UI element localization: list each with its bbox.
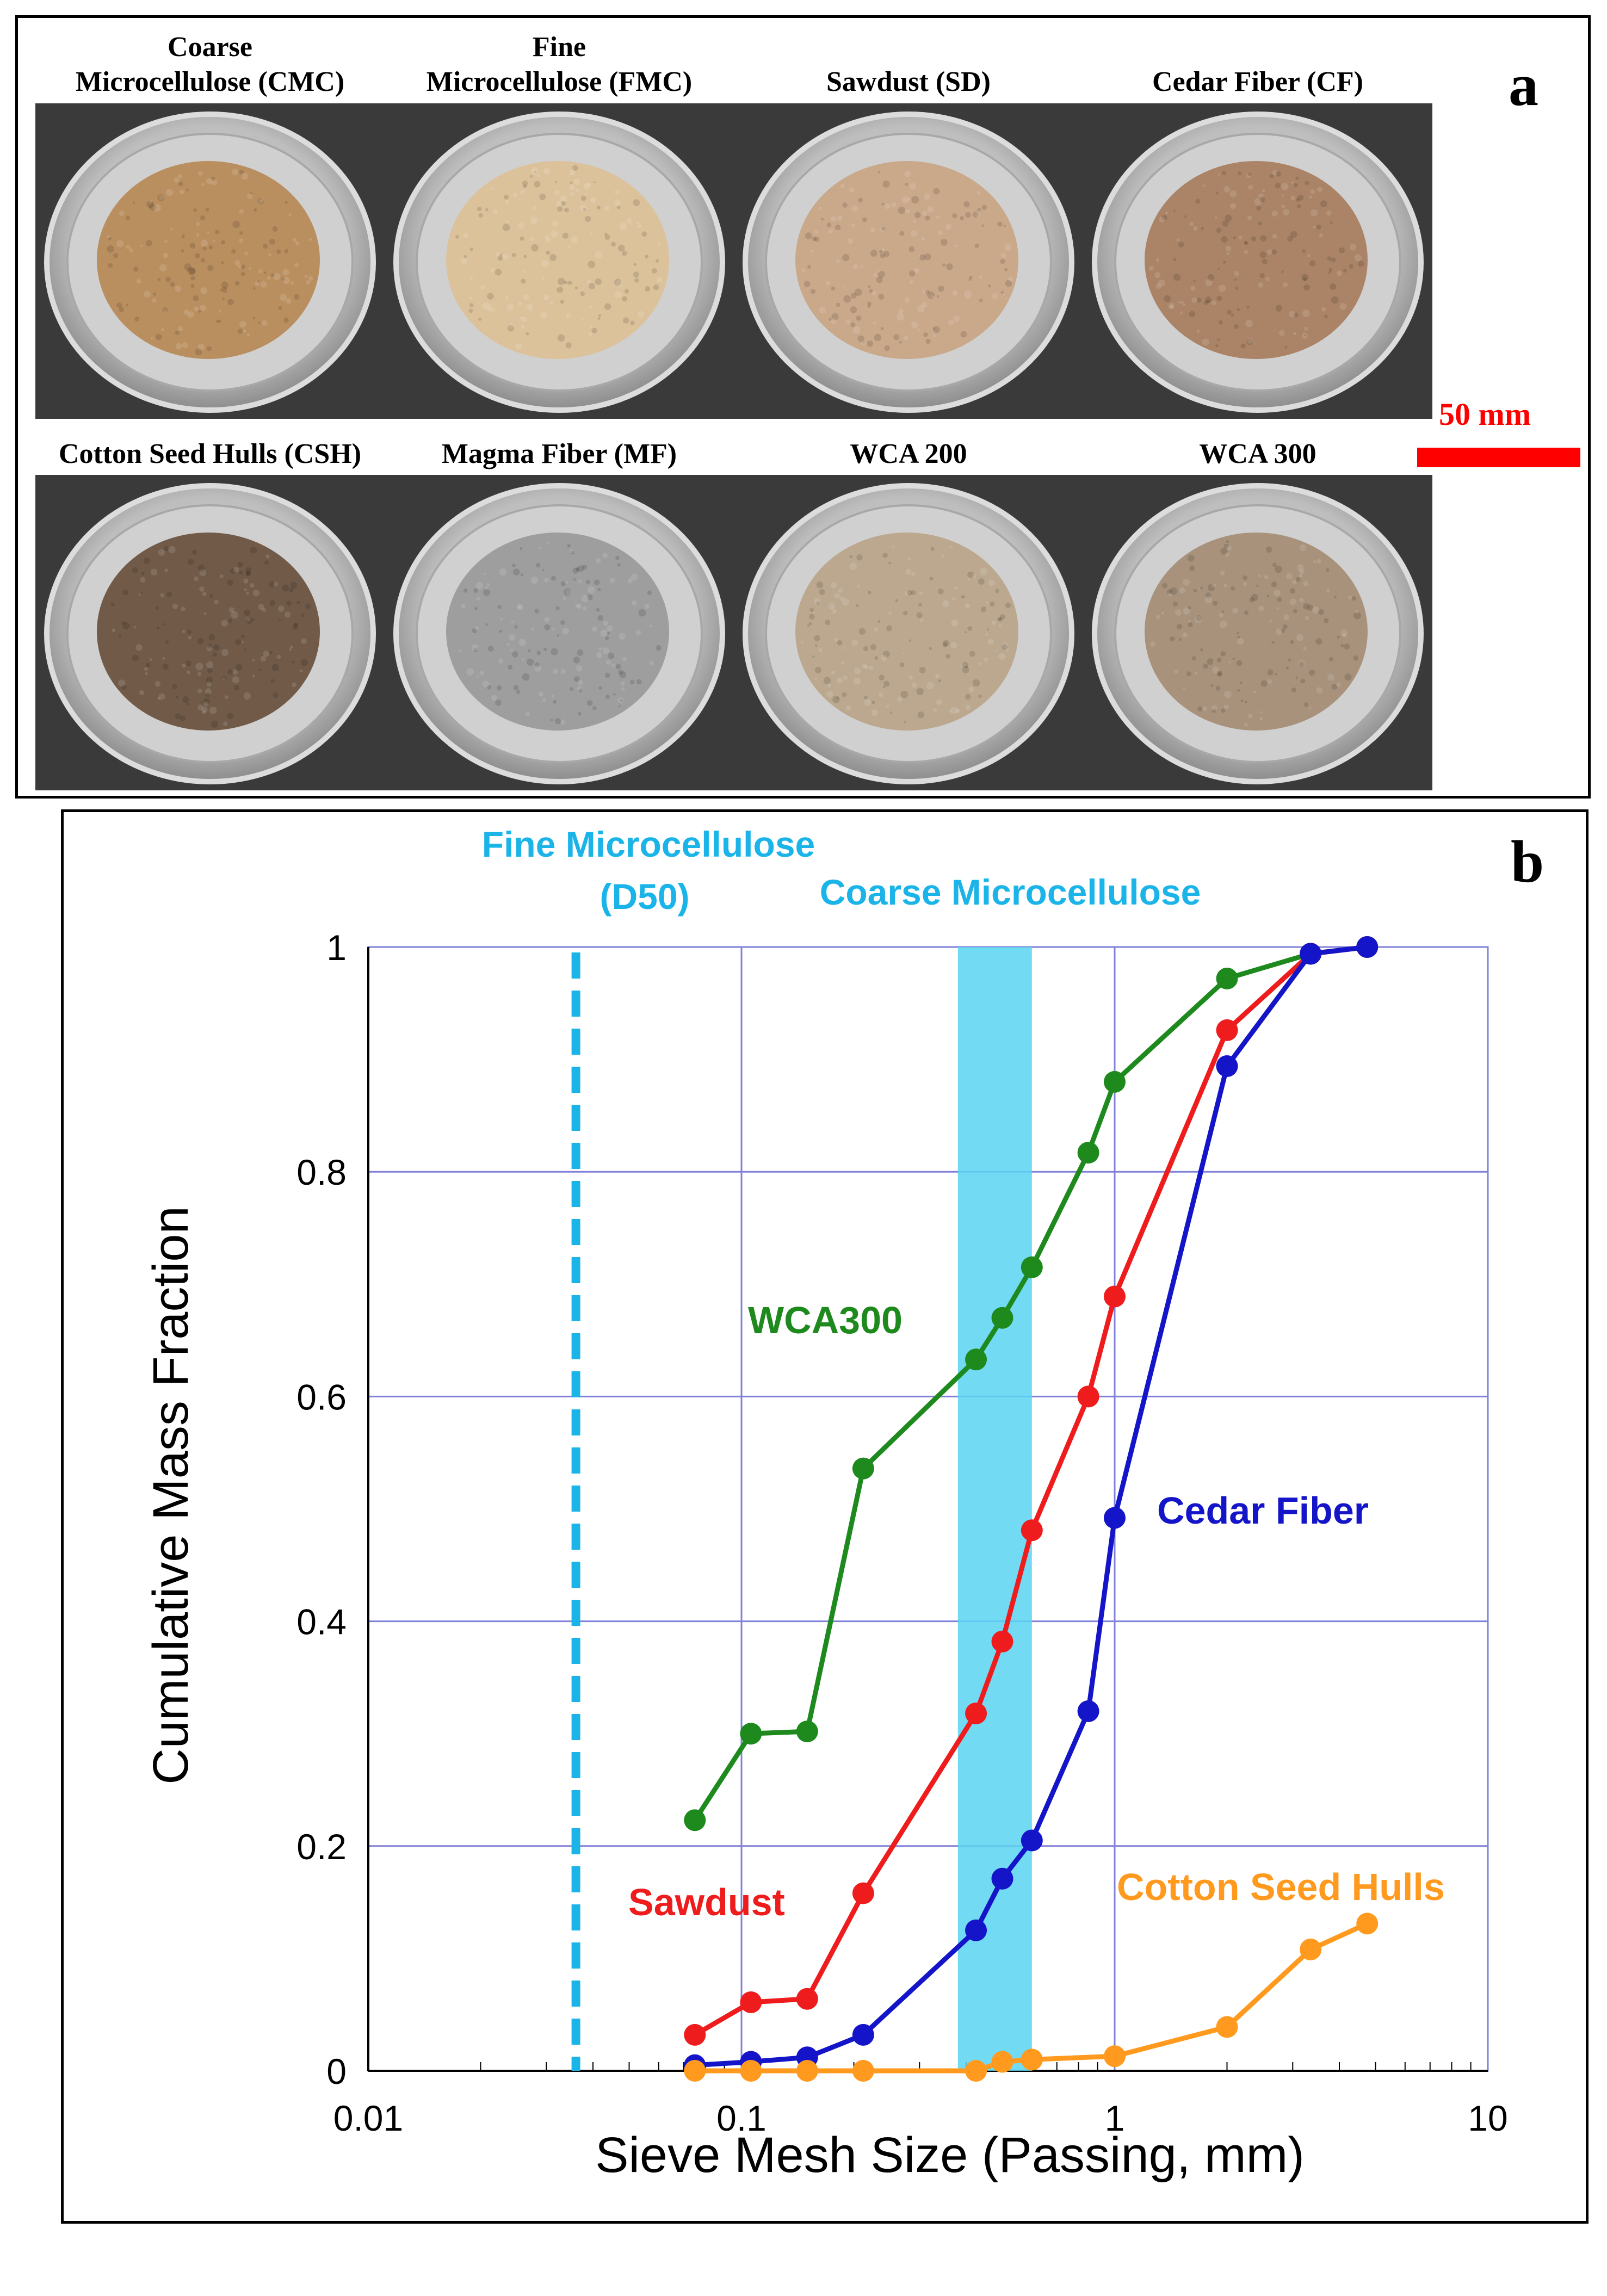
sample-photo-mf bbox=[385, 475, 734, 790]
cotton-seed-hulls-point bbox=[796, 2060, 818, 2082]
sample-label-wca200: WCA 200 bbox=[850, 438, 967, 469]
y-tick-label: 0.2 bbox=[296, 1827, 347, 1867]
annotation-2: Coarse Microcellulose bbox=[820, 872, 1201, 912]
wca300-label: WCA300 bbox=[748, 1299, 903, 1341]
cotton-seed-hulls-point bbox=[740, 2060, 762, 2082]
sawdust-point bbox=[1216, 1019, 1238, 1041]
wca300-point bbox=[1104, 1070, 1126, 1093]
y-tick-label: 0 bbox=[326, 2051, 347, 2091]
cotton-seed-hulls-label: Cotton Seed Hulls bbox=[1117, 1866, 1445, 1908]
cotton-seed-hulls-point bbox=[684, 2060, 706, 2082]
sawdust-point bbox=[796, 1988, 818, 2010]
wca300-point bbox=[684, 1809, 706, 1831]
x-tick-label: 1 bbox=[1105, 2098, 1125, 2138]
cotton-seed-hulls-point bbox=[1300, 1938, 1322, 1960]
scale-bar bbox=[1417, 448, 1580, 467]
sample-photo-cf bbox=[1083, 103, 1432, 419]
sawdust-label: Sawdust bbox=[628, 1881, 785, 1923]
sample-photo-sd bbox=[734, 103, 1083, 419]
sawdust-point bbox=[1077, 1385, 1099, 1408]
sample-label-mf: Magma Fiber (MF) bbox=[441, 438, 677, 469]
x-tick-label: 0.01 bbox=[333, 2098, 403, 2138]
sample-photo-csh bbox=[35, 475, 385, 790]
cedar-fiber-point bbox=[852, 2023, 874, 2046]
cotton-seed-hulls-point bbox=[1356, 1913, 1379, 1935]
cotton-seed-hulls-point bbox=[1104, 2045, 1126, 2068]
cedar-fiber-label: Cedar Fiber bbox=[1157, 1489, 1369, 1532]
cedar-fiber-point bbox=[1300, 943, 1322, 965]
cedar-fiber-point bbox=[1356, 936, 1379, 958]
sample-photo-cmc bbox=[35, 103, 385, 419]
plot-area bbox=[367, 946, 1489, 2072]
x-tick-label: 10 bbox=[1468, 2098, 1507, 2138]
cedar-fiber-point bbox=[1216, 1055, 1238, 1077]
coarse-microcellulose-band bbox=[957, 947, 1032, 2071]
wca300-point bbox=[796, 1721, 818, 1743]
annotation-0: Fine Microcellulose bbox=[482, 824, 815, 864]
sawdust-point bbox=[1104, 1285, 1126, 1308]
cotton-seed-hulls-point bbox=[1216, 2016, 1238, 2038]
cedar-fiber-point bbox=[991, 1867, 1013, 1890]
sample-label-fmc: Fine Microcellulose (FMC) bbox=[426, 32, 693, 97]
wca300-point bbox=[991, 1307, 1013, 1329]
sample-label-cmc: Coarse Microcellulose (CMC) bbox=[75, 32, 345, 97]
sample-photo-fmc bbox=[385, 103, 734, 419]
panel-a-letter: a bbox=[1509, 52, 1538, 118]
wca300-point bbox=[965, 1348, 987, 1371]
x-axis-title: Sieve Mesh Size (Passing, mm) bbox=[595, 2127, 1305, 2183]
cedar-fiber-point bbox=[1021, 1829, 1043, 1852]
sawdust-point bbox=[740, 1991, 762, 2013]
wca300-point bbox=[1077, 1142, 1099, 1164]
sample-label-sd: Sawdust (SD) bbox=[826, 66, 991, 97]
sample-label-csh: Cotton Seed Hulls (CSH) bbox=[58, 438, 362, 469]
x-tick-label: 0.1 bbox=[716, 2098, 767, 2138]
annotation-1: (D50) bbox=[599, 876, 689, 917]
cotton-seed-hulls-point bbox=[1021, 2049, 1043, 2071]
y-tick-label: 0.4 bbox=[296, 1602, 347, 1642]
cedar-fiber-point bbox=[1077, 1700, 1099, 1722]
sawdust-point bbox=[991, 1630, 1013, 1653]
panel-b-letter: b bbox=[1511, 828, 1544, 895]
sample-photo-wca300 bbox=[1083, 475, 1432, 790]
sawdust-point bbox=[852, 1882, 874, 1904]
panel-b: 0.01 0.1 1 10 0 0.2 0.4 0.6 0.8 1 Sieve Mesh Size … bbox=[61, 809, 1589, 2224]
cedar-fiber-point bbox=[965, 1919, 987, 1941]
scale-bar-label: 50 mm bbox=[1439, 397, 1531, 432]
panel-a: a Coarse Microcellulose (CMC) Fine Micro… bbox=[15, 15, 1591, 799]
sawdust-point bbox=[1021, 1519, 1043, 1542]
cotton-seed-hulls-point bbox=[965, 2060, 987, 2082]
wca300-point bbox=[1021, 1256, 1043, 1278]
sawdust-point bbox=[684, 2023, 706, 2046]
y-tick-label: 0.8 bbox=[296, 1152, 347, 1192]
wca300-point bbox=[852, 1457, 874, 1480]
wca300-point bbox=[740, 1723, 762, 1745]
y-tick-label: 0.6 bbox=[296, 1377, 347, 1417]
cedar-fiber-point bbox=[1104, 1507, 1126, 1529]
sample-photo-wca200 bbox=[734, 475, 1083, 790]
y-axis-title: Cumulative Mass Fraction bbox=[143, 1206, 199, 1784]
sample-label-cf: Cedar Fiber (CF) bbox=[1152, 66, 1363, 97]
sample-label-wca300: WCA 300 bbox=[1199, 438, 1316, 469]
cotton-seed-hulls-point bbox=[852, 2060, 874, 2082]
cotton-seed-hulls-point bbox=[991, 2051, 1013, 2073]
sawdust-point bbox=[965, 1703, 987, 1725]
wca300-point bbox=[1216, 967, 1238, 989]
y-tick-label: 1 bbox=[326, 927, 347, 968]
